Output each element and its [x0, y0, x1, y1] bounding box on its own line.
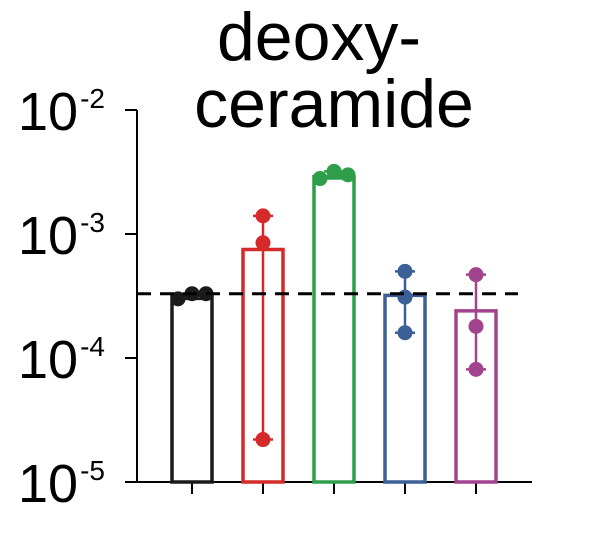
bar-group — [241, 208, 285, 484]
bar-group — [383, 263, 427, 484]
bar-group — [454, 267, 498, 484]
y-tick-label: 10-3 — [18, 206, 105, 266]
data-point — [170, 291, 186, 307]
data-point — [255, 208, 271, 224]
x-axis — [137, 481, 532, 494]
bar — [170, 293, 214, 484]
data-point — [340, 167, 356, 183]
data-point — [255, 432, 271, 448]
data-point — [326, 163, 342, 179]
data-point — [468, 267, 484, 283]
y-axis: 10-2 10-3 10-4 10-5 — [18, 82, 138, 514]
bar — [312, 174, 356, 484]
data-point — [255, 235, 271, 251]
bar-group — [312, 163, 356, 484]
y-tick-label: 10-5 — [18, 454, 105, 514]
chart-title-line-1: deoxy- — [217, 0, 421, 75]
bar-series-group — [170, 163, 498, 484]
bar-group — [170, 286, 214, 484]
chart-title-line-2: ceramide — [194, 66, 474, 142]
data-point — [312, 171, 328, 187]
chart-title: deoxy- ceramide — [194, 0, 474, 142]
data-point — [468, 361, 484, 377]
y-tick-label: 10-4 — [18, 330, 105, 390]
y-tick-label: 10-2 — [18, 82, 105, 142]
data-point — [468, 318, 484, 334]
data-point — [397, 325, 413, 341]
data-point — [397, 263, 413, 279]
data-point — [397, 289, 413, 305]
